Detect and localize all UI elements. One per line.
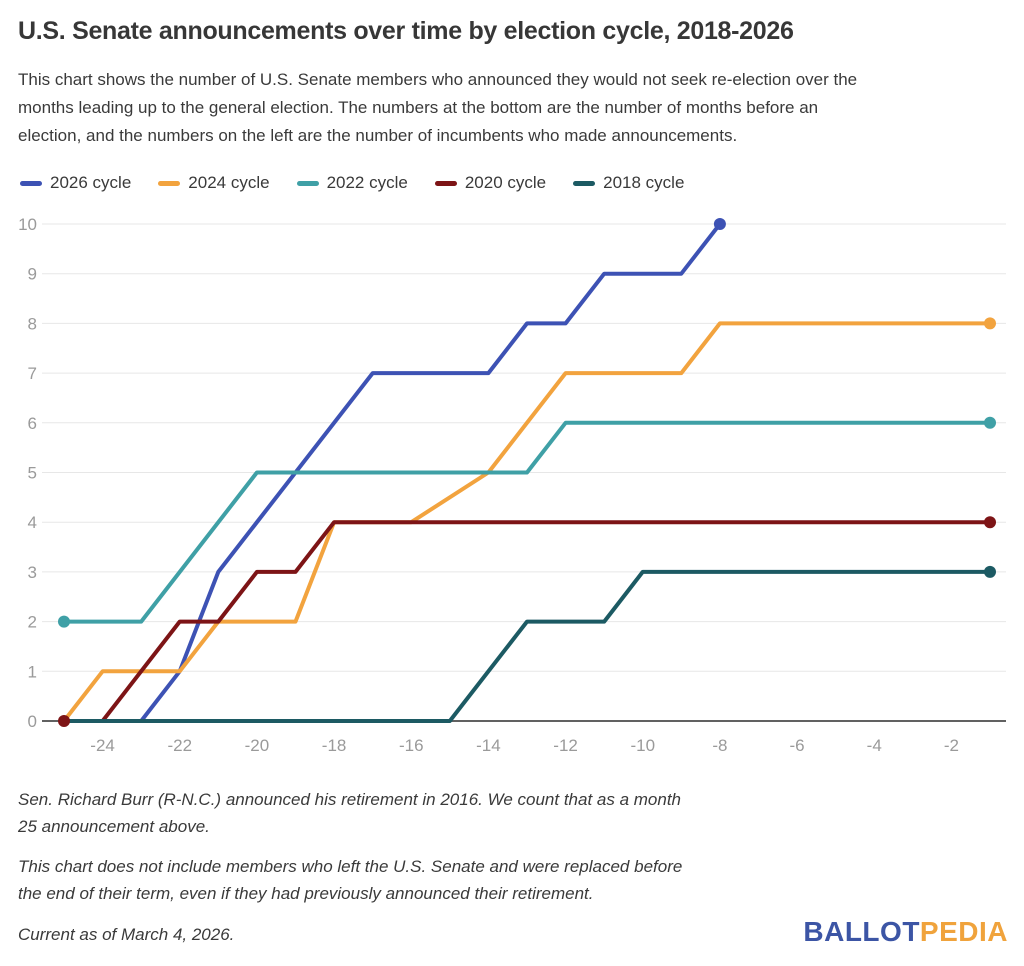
ballotpedia-logo: BALLOTPEDIA: [803, 916, 1008, 948]
legend-label-2026-cycle: 2026 cycle: [50, 173, 132, 192]
x-tick-label--14: -14: [476, 736, 501, 755]
x-tick-label--20: -20: [245, 736, 270, 755]
x-tick-label--24: -24: [90, 736, 115, 755]
note-burr: Sen. Richard Burr (R-N.C.) announced his…: [18, 790, 682, 836]
x-tick-label--18: -18: [322, 736, 347, 755]
x-tick-label--10: -10: [630, 736, 655, 755]
legend-marker-2022-cycle: [296, 180, 319, 186]
legend-label-2022-cycle: 2022 cycle: [326, 173, 408, 192]
legend-marker-2024-cycle: [158, 180, 181, 186]
legend-label-2020-cycle: 2020 cycle: [464, 173, 547, 192]
legend-item-2026-cycle: 2026 cycle: [20, 173, 131, 193]
legend-item-2022-cycle: 2022 cycle: [296, 173, 408, 193]
logo-text-ballot: BALLOT: [803, 916, 920, 947]
note-exclusions: This chart does not include members who …: [18, 857, 683, 903]
legend-label-2018-cycle: 2018 cycle: [603, 173, 685, 192]
y-tick-label-8: 8: [28, 314, 37, 333]
series-line-2022-cycle: [64, 420, 990, 624]
series-dot-2022-cycle: [58, 615, 70, 628]
legend-item-2024-cycle: 2024 cycle: [158, 173, 270, 193]
x-tick-label--16: -16: [399, 736, 424, 755]
series-dot-2026-cycle: [713, 218, 726, 230]
series-line-2018-cycle: [64, 569, 990, 723]
chart-description: This chart shows the number of U.S. Sena…: [18, 70, 858, 145]
y-tick-label-10: 10: [18, 215, 37, 234]
series-dot-2022-cycle: [984, 416, 996, 429]
y-tick-label-5: 5: [28, 464, 37, 483]
series-dot-2020-cycle: [984, 516, 996, 529]
y-tick-label-6: 6: [28, 414, 37, 433]
series-line-2026-cycle: [64, 222, 722, 723]
x-tick-label--2: -2: [944, 736, 959, 755]
series-dot-2018-cycle: [984, 565, 996, 578]
x-tick-label--8: -8: [712, 736, 727, 755]
chart-legend: 2026 cycle 2024 cycle 2022 cycle 2020 cycle…: [20, 173, 684, 193]
series-dot-2024-cycle: [984, 317, 996, 330]
y-tick-label-2: 2: [28, 613, 37, 632]
legend-item-2020-cycle: 2020 cycle: [434, 173, 547, 193]
x-tick-label--6: -6: [790, 736, 805, 755]
series-dot-2020-cycle: [58, 715, 70, 727]
current-as-of: Current as of March 4, 2026.: [18, 925, 235, 944]
legend-label-2024-cycle: 2024 cycle: [188, 173, 270, 192]
legend-marker-2026-cycle: [20, 180, 42, 186]
legend-item-2018-cycle: 2018 cycle: [573, 173, 684, 193]
legend-marker-2018-cycle: [573, 180, 596, 186]
x-tick-label--22: -22: [167, 736, 192, 755]
line-chart: 0 1 2 3 4 5 6 7 8 9 10 -24 -22 -20 -18 -16 -14 -12 -10 -8 -6…: [18, 215, 1006, 755]
legend-marker-2020-cycle: [434, 180, 457, 186]
chart-title: U.S. Senate announcements over time by e…: [18, 17, 794, 45]
y-tick-label-4: 4: [28, 513, 37, 532]
series-line-2020-cycle: [64, 520, 990, 723]
x-tick-label--12: -12: [553, 736, 578, 755]
y-tick-label-1: 1: [28, 662, 37, 681]
y-tick-label-9: 9: [28, 265, 37, 284]
y-tick-label-7: 7: [28, 364, 37, 383]
y-tick-label-3: 3: [28, 563, 37, 582]
logo-text-pedia: PEDIA: [919, 916, 1008, 947]
x-tick-label--4: -4: [867, 736, 882, 755]
y-tick-label-0: 0: [28, 712, 37, 731]
